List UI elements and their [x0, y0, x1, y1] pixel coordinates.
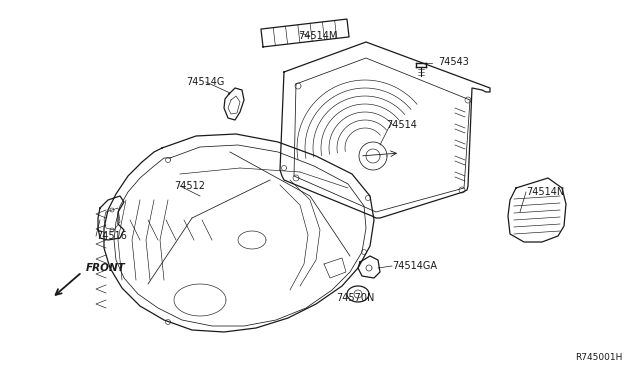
Text: 74512: 74512: [174, 181, 205, 191]
Text: 74543: 74543: [438, 57, 469, 67]
Text: 74514N: 74514N: [526, 187, 564, 197]
Text: 74514M: 74514M: [298, 31, 337, 41]
Text: 74514: 74514: [386, 120, 417, 130]
Text: 74570N: 74570N: [336, 293, 374, 303]
Text: FRONT: FRONT: [86, 263, 125, 273]
Text: 74514G: 74514G: [186, 77, 225, 87]
Text: R745001H: R745001H: [575, 353, 622, 362]
Text: 74516: 74516: [96, 231, 127, 241]
Text: 74514GA: 74514GA: [392, 261, 437, 271]
